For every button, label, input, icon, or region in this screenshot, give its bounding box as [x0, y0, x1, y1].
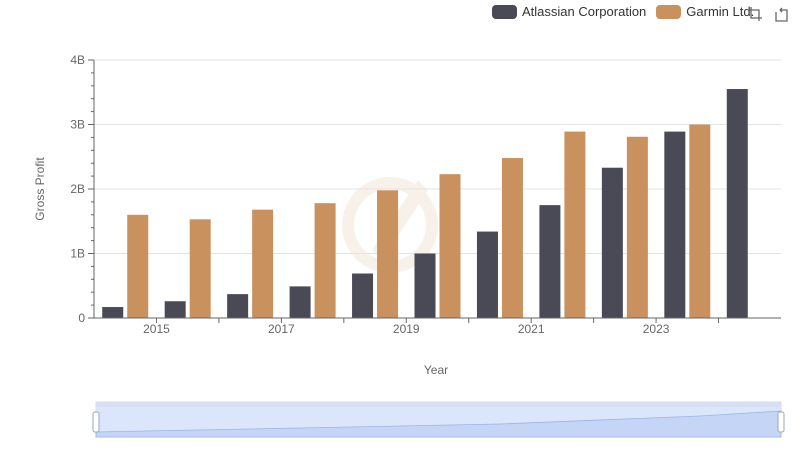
bar-atlassian-2022 — [601, 167, 623, 318]
slider-handle-right[interactable] — [777, 411, 785, 433]
x-axis: 2015 2017 2019 2021 2023 — [94, 317, 781, 336]
y-axis: 0 1B 2B 3B 4B — [70, 53, 95, 325]
x-axis-title: Year — [424, 363, 448, 377]
y-tick-label: 0 — [78, 311, 85, 325]
y-tick-label: 2B — [70, 182, 85, 196]
bar-garmin-2016 — [252, 209, 274, 318]
y-tick-label: 4B — [70, 53, 85, 67]
bar-atlassian-2017 — [289, 286, 311, 318]
bar-atlassian-2020 — [476, 231, 498, 318]
legend-item-atlassian[interactable]: Atlassian Corporation — [492, 4, 646, 19]
x-tick-label: 2021 — [518, 322, 545, 336]
bar-atlassian-2015 — [164, 301, 186, 318]
bar-atlassian-2019 — [414, 253, 436, 318]
bar-garmin-2014 — [127, 214, 149, 318]
bar-garmin-2015 — [189, 219, 211, 318]
bar-atlassian-2023 — [664, 131, 686, 318]
legend-label-garmin: Garmin Ltd. — [686, 4, 755, 19]
bar-garmin-2020 — [501, 158, 523, 318]
bar-atlassian-2021 — [539, 205, 561, 318]
bars — [102, 89, 748, 319]
slider-top-bar[interactable] — [96, 402, 781, 407]
bar-garmin-2023 — [689, 124, 711, 318]
legend-swatch-garmin — [656, 4, 682, 19]
legend: Atlassian Corporation Garmin Ltd. — [492, 4, 764, 19]
y-axis-title: Gross Profit — [33, 157, 47, 221]
legend-item-garmin[interactable]: Garmin Ltd. — [656, 4, 754, 19]
bar-garmin-2019 — [439, 174, 461, 318]
bar-garmin-2022 — [626, 136, 648, 318]
slider-handle-left[interactable] — [92, 411, 100, 433]
x-tick-label: 2017 — [268, 322, 295, 336]
bar-garmin-2021 — [564, 131, 586, 318]
bar-garmin-2017 — [314, 203, 336, 318]
data-zoom-slider[interactable] — [92, 401, 785, 438]
bar-atlassian-2018 — [352, 273, 374, 318]
bar-atlassian-2016 — [227, 294, 249, 318]
x-tick-label: 2019 — [393, 322, 420, 336]
bar-atlassian-2024 — [726, 89, 748, 319]
zoom-icon[interactable] — [747, 6, 763, 22]
slider-preview-area — [95, 410, 782, 438]
legend-swatch-atlassian — [492, 4, 517, 19]
restore-icon[interactable] — [773, 6, 789, 22]
y-tick-label: 3B — [70, 118, 85, 132]
y-tick-label: 1B — [70, 247, 85, 261]
x-tick-label: 2023 — [643, 322, 670, 336]
bar-atlassian-2014 — [102, 307, 124, 318]
legend-label-atlassian: Atlassian Corporation — [522, 4, 647, 19]
x-tick-label: 2015 — [143, 322, 170, 336]
bar-garmin-2018 — [377, 190, 399, 318]
